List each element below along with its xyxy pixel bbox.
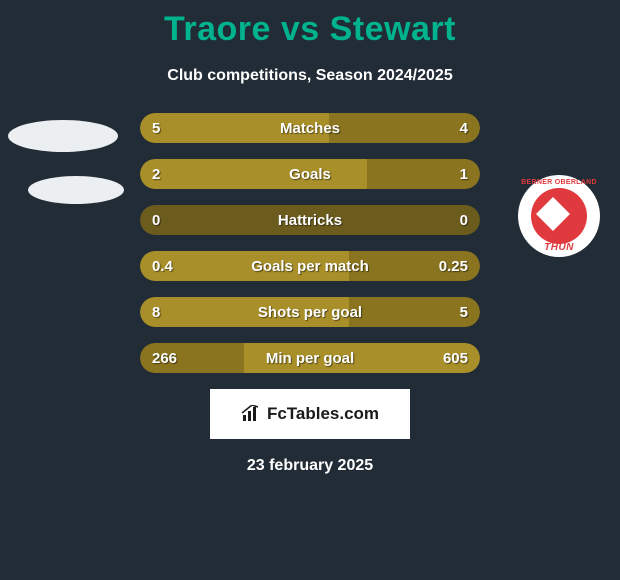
stat-label: Matches [140,113,480,143]
stat-row: 85Shots per goal [140,297,480,327]
subtitle: Club competitions, Season 2024/2025 [0,67,620,85]
stat-label: Min per goal [140,343,480,373]
stat-row: 21Goals [140,159,480,189]
stat-row: 00Hattricks [140,205,480,235]
page-title: Traore vs Stewart [0,0,620,49]
date-label: 23 february 2025 [0,457,620,475]
stat-label: Hattricks [140,205,480,235]
club-arc-text: BERNER OBERLAND [518,179,600,186]
club-shield [531,188,587,244]
placeholder-ellipse [8,120,118,152]
stat-row: 54Matches [140,113,480,143]
chart-icon [241,405,263,423]
club-logo: BERNER OBERLAND THUN [518,175,600,257]
branding-box: FcTables.com [210,389,410,439]
stat-label: Goals per match [140,251,480,281]
player-right-club-badge: BERNER OBERLAND THUN [518,175,600,257]
stat-label: Shots per goal [140,297,480,327]
stat-row: 0.40.25Goals per match [140,251,480,281]
placeholder-ellipse [28,176,124,204]
stat-row: 266605Min per goal [140,343,480,373]
stat-label: Goals [140,159,480,189]
player-left-badge [8,120,124,204]
club-name-label: THUN [518,242,600,253]
stats-container: 54Matches 21Goals 00Hattricks 0.40.25Goals … [140,113,480,373]
branding-text: FcTables.com [267,404,379,424]
